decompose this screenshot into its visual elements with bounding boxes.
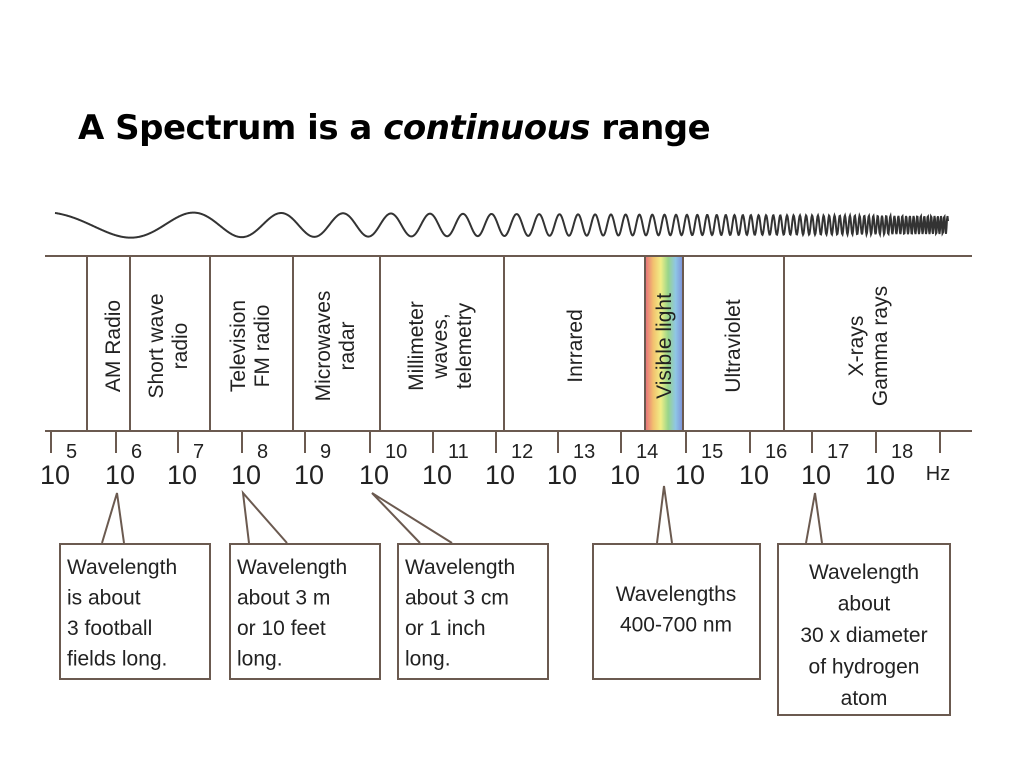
band-label: Television FM radio: [227, 300, 274, 392]
scale-base: 10: [485, 460, 515, 490]
scale-base: 10: [359, 460, 389, 490]
callout-box: Wavelengths 400-700 nm: [592, 485, 761, 680]
band-label-line: Millimeter: [405, 301, 428, 391]
scale-base: 10: [801, 460, 831, 490]
scale-base: 10: [167, 460, 197, 490]
frequency-ticks: [50, 431, 941, 453]
scale-exponent: 11: [448, 441, 469, 463]
band-label-line: Gamma rays: [869, 286, 892, 406]
scale-unit: Hz: [926, 463, 950, 485]
callout-frame: [229, 543, 381, 680]
callout-line: Wavelength: [809, 561, 919, 584]
scale-exponent: 6: [131, 441, 142, 463]
scale-base: 10: [675, 460, 705, 490]
scale-base: 10: [40, 460, 70, 490]
scale-exponent: 18: [891, 441, 913, 463]
callout-line: of hydrogen: [809, 656, 920, 679]
callout-frame: [592, 543, 761, 680]
title-after: range: [590, 108, 711, 148]
scale-base: 10: [739, 460, 769, 490]
title-emphasis: continuous: [383, 108, 591, 148]
callout-line: Wavelength: [67, 556, 177, 579]
callout-line: fields long.: [67, 648, 167, 671]
callout-line: Wavelength: [237, 556, 347, 579]
scale-exponent: 14: [636, 441, 658, 463]
callout-line: or 10 feet: [237, 617, 326, 640]
callout-frame: [397, 543, 549, 680]
band-label: Inrrared: [564, 309, 587, 383]
scale-exponent: 12: [511, 441, 533, 463]
scale-base: 10: [610, 460, 640, 490]
callout-box: Wavelength is about 3 football fields long.: [59, 492, 211, 680]
callout-frame: [777, 543, 951, 716]
frequency-wave: [54, 211, 949, 239]
callout-pointer: [241, 489, 288, 544]
callout-line: is about: [67, 587, 141, 610]
scale-exponent: 17: [827, 441, 849, 463]
scale-base: 10: [105, 460, 135, 490]
scale-exponent: 5: [66, 441, 77, 463]
callout-line: Wavelength: [405, 556, 515, 579]
band-label-line: Television: [227, 300, 250, 392]
band-label-line: Visible light: [653, 293, 676, 399]
scale-base: 10: [294, 460, 324, 490]
callout-frame: [59, 543, 211, 680]
scale-exponent: 13: [573, 441, 595, 463]
band-label-line: X-rays: [845, 316, 868, 377]
band-label-line: FM radio: [251, 305, 274, 388]
scale-base: 10: [865, 460, 895, 490]
band-label-line: Ultraviolet: [722, 299, 745, 393]
scale-exponent: 15: [701, 441, 723, 463]
frequency-scale: 5106107108109101010111012101310141015101…: [40, 441, 950, 490]
band-label-line: Microwaves: [312, 291, 335, 402]
callout-line: atom: [841, 687, 888, 710]
band-label: X-rays Gamma rays: [845, 286, 892, 406]
callout-box: Wavelength about 3 m or 10 feet long.: [229, 489, 381, 680]
band-label-line: radio: [169, 323, 192, 370]
band-label: Millimeter waves, telemetry: [405, 301, 476, 391]
scale-exponent: 16: [765, 441, 787, 463]
callout-box: Wavelength about 3 cm or 1 inch long.: [371, 492, 549, 680]
band-label-line: AM Radio: [102, 300, 125, 392]
scale-exponent: 8: [257, 441, 268, 463]
callout-line: Wavelengths: [616, 583, 737, 606]
callout-pointer: [371, 492, 453, 544]
callout-line: about 3 cm: [405, 587, 509, 610]
band-label: Visible light: [653, 293, 676, 399]
band-label-line: waves,: [429, 313, 452, 379]
band-label: Microwaves radar: [312, 291, 359, 402]
scale-base: 10: [231, 460, 261, 490]
band-label-line: radar: [336, 321, 359, 370]
scale-exponent: 10: [385, 441, 407, 463]
band-labels: AM Radio Short wave radio Television FM radi…: [102, 286, 892, 406]
slide-title: A Spectrum is a continuous range: [78, 108, 711, 148]
callout-pointer: [101, 492, 125, 544]
callout-box: Wavelength about 30 x diameter of hydrogen a…: [777, 492, 951, 716]
band-label: AM Radio: [102, 300, 125, 392]
spectrum-band-table: [45, 255, 972, 432]
band-label: Short wave radio: [145, 293, 192, 398]
band-label-line: telemetry: [453, 302, 476, 389]
scale-exponent: 7: [193, 441, 204, 463]
callout-line: about 3 m: [237, 587, 330, 610]
callout-line: about: [838, 593, 891, 616]
title-before: A Spectrum is a: [78, 108, 384, 148]
band-label: Ultraviolet: [722, 299, 745, 393]
callout-line: long.: [405, 648, 451, 671]
scale-base: 10: [422, 460, 452, 490]
callout-line: long.: [237, 648, 283, 671]
band-label-line: Inrrared: [564, 309, 587, 383]
callout-line: 30 x diameter: [800, 624, 927, 647]
visible-light-strip: [646, 256, 683, 430]
callouts: Wavelength is about 3 football fields long.…: [59, 485, 951, 716]
callout-pointer: [805, 492, 823, 544]
callout-line: 3 football: [67, 617, 152, 640]
band-label-line: Short wave: [145, 293, 168, 398]
callout-pointer: [656, 485, 673, 544]
callout-line: or 1 inch: [405, 617, 486, 640]
scale-exponent: 9: [320, 441, 331, 463]
scale-base: 10: [547, 460, 577, 490]
callout-line: 400-700 nm: [620, 614, 732, 637]
